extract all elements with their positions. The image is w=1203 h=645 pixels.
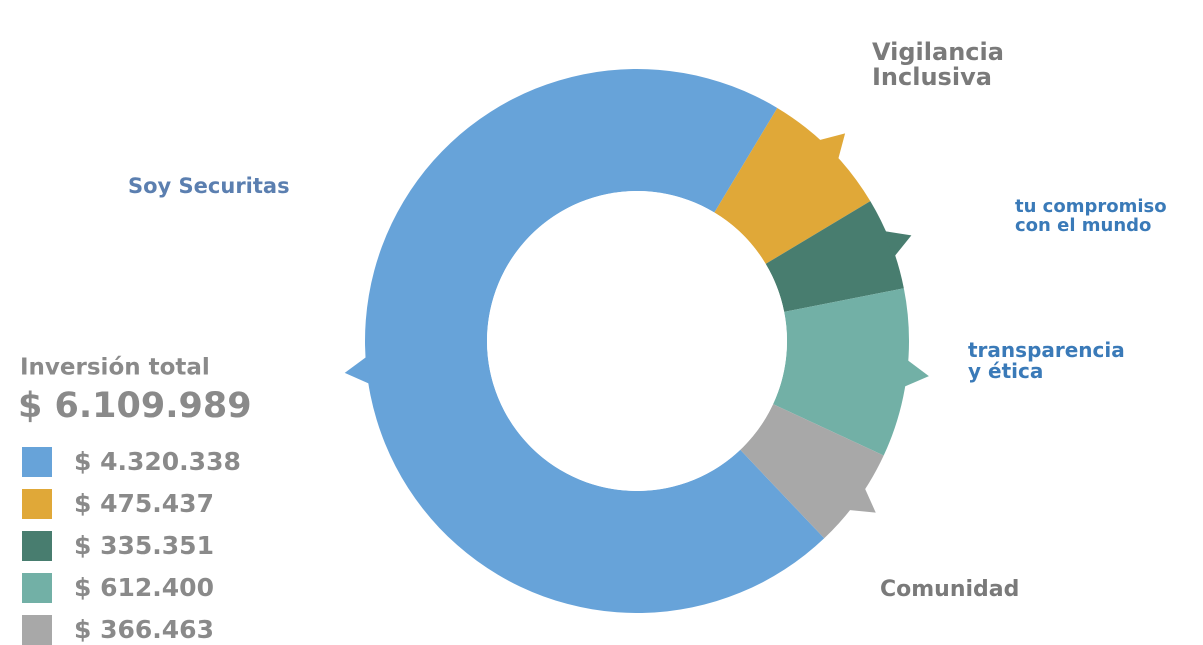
pointer	[817, 133, 846, 161]
legend-label: $ 612.400	[74, 573, 214, 602]
donut-segment	[740, 404, 884, 539]
pointer	[883, 230, 912, 258]
legend-label: $ 4.320.338	[74, 447, 241, 476]
chart-title: Inversión total	[20, 355, 210, 381]
donut-segment	[765, 201, 904, 312]
category-label: Soy Securitas	[128, 174, 290, 198]
donut-segment	[714, 107, 871, 264]
donut-hole	[487, 191, 787, 491]
pointer	[903, 359, 929, 388]
legend-swatch	[22, 447, 52, 477]
pointer	[847, 486, 876, 513]
donut-segment	[364, 68, 825, 613]
chart-total: $ 6.109.989	[18, 386, 252, 426]
legend-swatch	[22, 615, 52, 645]
legend-swatch	[22, 489, 52, 519]
legend-label: $ 335.351	[74, 531, 214, 560]
category-label: Comunidad	[880, 577, 1020, 602]
legend-label: $ 366.463	[74, 615, 214, 644]
legend-swatch	[22, 573, 52, 603]
legend-swatch	[22, 531, 52, 561]
category-label: Vigilancia Inclusiva	[872, 38, 1004, 92]
category-label: tu compromiso con el mundo	[1015, 196, 1167, 236]
category-label: transparencia y ética	[968, 338, 1125, 383]
legend-label: $ 475.437	[74, 489, 214, 518]
pointer	[344, 356, 371, 385]
donut-segment	[773, 288, 910, 456]
